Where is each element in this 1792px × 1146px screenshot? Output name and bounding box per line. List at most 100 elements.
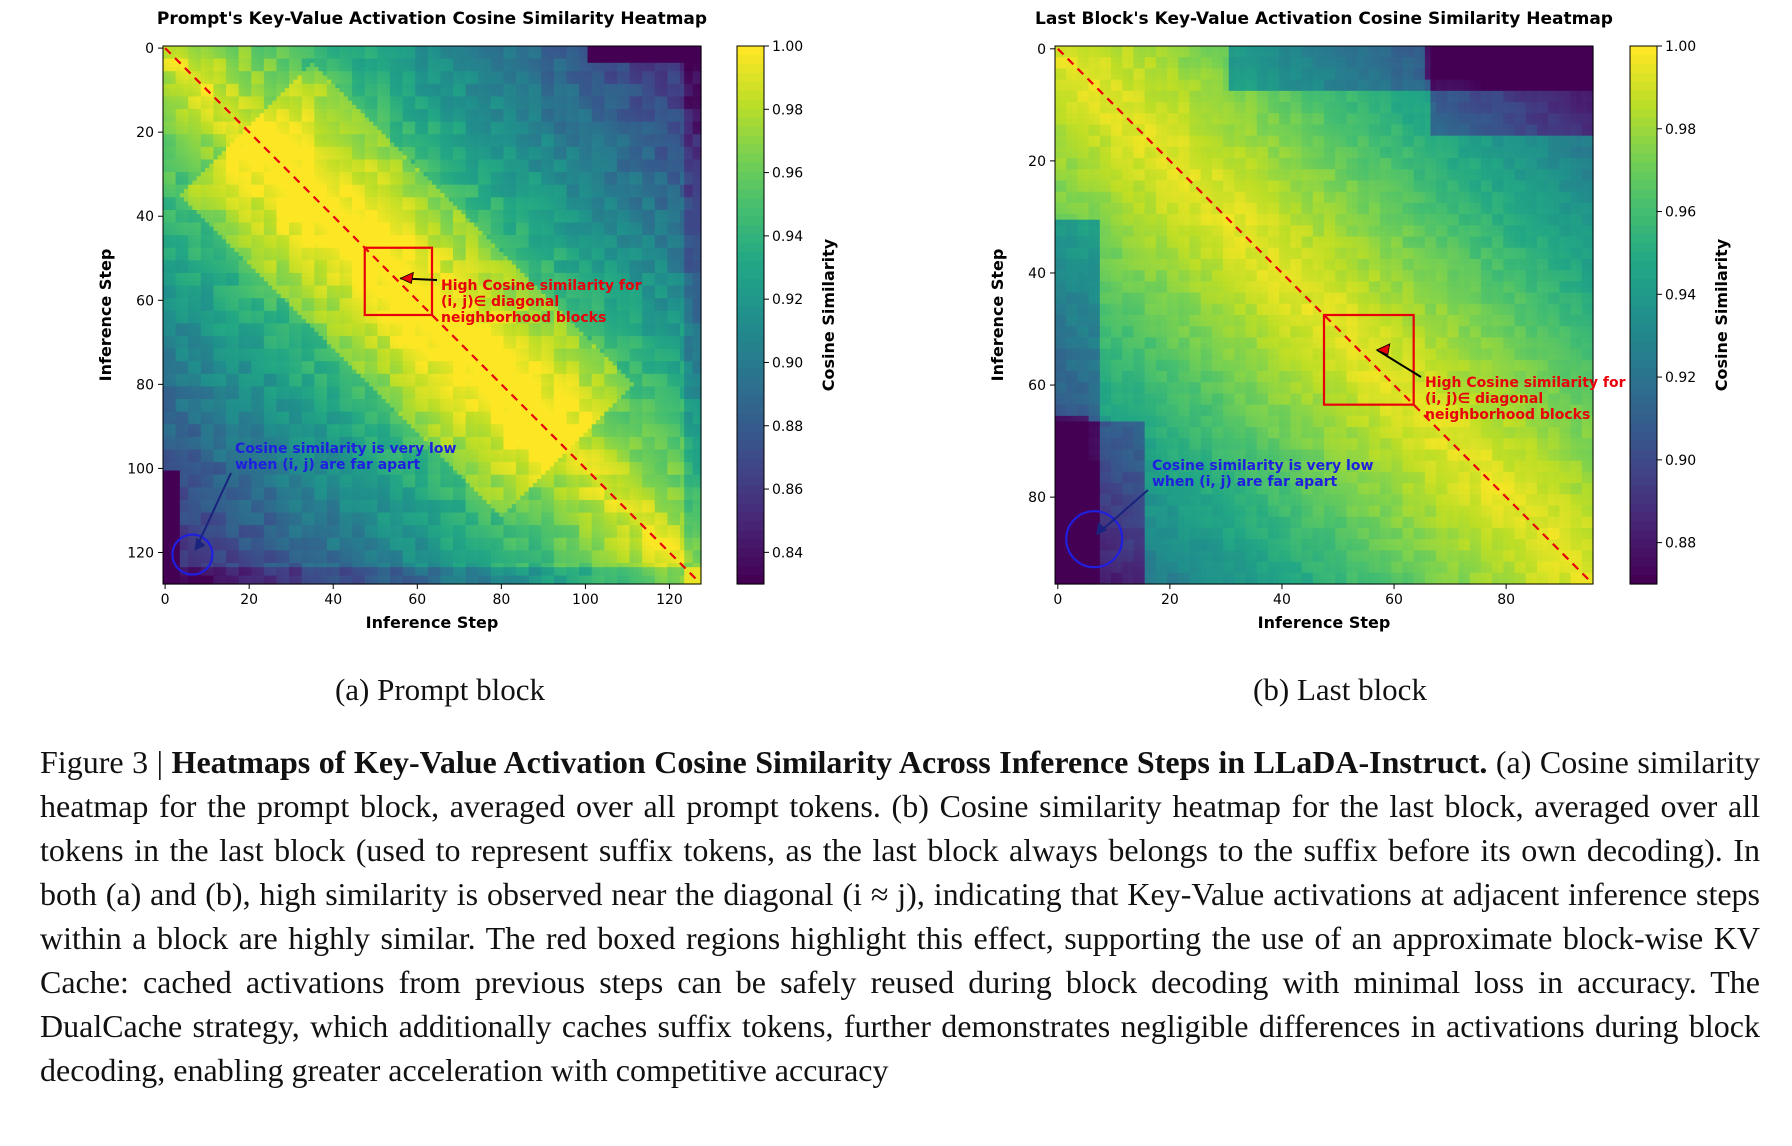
heatmap-cell <box>213 113 219 119</box>
heatmap-cell <box>587 67 593 72</box>
heatmap-cell <box>566 113 572 119</box>
heatmap-cell <box>692 92 698 98</box>
heatmap-cell <box>579 79 584 85</box>
heatmap-cell <box>474 176 479 182</box>
heatmap-cell <box>583 163 589 169</box>
heatmap-cell <box>511 104 517 110</box>
heatmap-cell <box>616 176 622 182</box>
heatmap-cell <box>692 54 698 60</box>
heatmap-cell <box>469 46 475 51</box>
heatmap-cell <box>385 46 391 51</box>
heatmap-cell <box>398 151 404 156</box>
heatmap-cell <box>432 172 437 177</box>
heatmap-cell <box>268 50 273 55</box>
heatmap-cell <box>356 125 362 131</box>
heatmap-cell <box>209 88 215 93</box>
heatmap-cell <box>268 155 273 161</box>
heatmap-cell <box>583 138 589 144</box>
heatmap-cell <box>465 62 471 68</box>
heatmap-cell <box>654 130 660 135</box>
heatmap-cell <box>520 62 526 68</box>
heatmap-cell <box>364 172 370 177</box>
heatmap-cell <box>495 58 500 64</box>
heatmap-cell <box>537 83 542 89</box>
heatmap-cell <box>377 96 383 102</box>
heatmap-cell <box>209 163 215 169</box>
heatmap-cell <box>331 113 336 119</box>
heatmap-cell <box>553 62 559 68</box>
heatmap-cell <box>339 50 345 55</box>
heatmap-cell <box>179 159 185 165</box>
heatmap-cell <box>423 75 429 81</box>
heatmap-cell <box>398 79 404 85</box>
heatmap-cell <box>625 125 631 131</box>
heatmap-cell <box>616 205 622 211</box>
heatmap-cell <box>200 100 206 106</box>
heatmap-cell <box>368 96 374 102</box>
heatmap-cell <box>675 155 681 161</box>
heatmap-cell <box>163 104 168 110</box>
heatmap-cell <box>322 172 328 177</box>
heatmap-cell <box>234 159 240 165</box>
heatmap-cell <box>259 67 265 72</box>
heatmap-cell <box>171 209 177 215</box>
heatmap-cell <box>642 46 647 51</box>
heatmap-cell <box>347 83 353 89</box>
heatmap-cell <box>251 67 257 72</box>
heatmap-cell <box>642 201 647 207</box>
heatmap-cell <box>637 79 643 85</box>
heatmap-cell <box>364 134 370 140</box>
heatmap-cell <box>410 113 416 119</box>
heatmap-cell <box>532 104 538 110</box>
heatmap-cell <box>646 201 652 207</box>
heatmap-cell <box>436 58 441 64</box>
heatmap-cell <box>591 205 597 211</box>
heatmap-cell <box>684 138 689 144</box>
heatmap-cell <box>625 151 631 156</box>
heatmap-cell <box>587 62 593 68</box>
heatmap-cell <box>528 121 534 127</box>
heatmap-cell <box>192 159 198 165</box>
heatmap-cell <box>465 121 471 127</box>
heatmap-cell <box>541 201 547 207</box>
heatmap-cell <box>377 155 383 161</box>
heatmap-cell <box>167 96 172 102</box>
heatmap-cell <box>541 46 547 51</box>
heatmap-cell <box>389 193 395 198</box>
heatmap-cell <box>188 138 194 144</box>
heatmap-cell <box>410 58 416 64</box>
heatmap-cell <box>503 125 509 131</box>
heatmap-cell <box>658 88 664 93</box>
heatmap-cell <box>314 138 320 144</box>
heatmap-cell <box>608 180 614 186</box>
heatmap-cell <box>541 172 547 177</box>
heatmap-cell <box>637 75 643 81</box>
heatmap-cell <box>696 125 702 131</box>
heatmap-cell <box>163 54 168 60</box>
heatmap-cell <box>213 130 219 135</box>
heatmap-cell <box>637 62 643 68</box>
heatmap-cell <box>541 96 547 102</box>
heatmap-cell <box>637 50 643 55</box>
heatmap-cell <box>322 79 328 85</box>
heatmap-cell <box>318 155 324 161</box>
heatmap-cell <box>579 62 584 68</box>
heatmap-cell <box>373 138 378 144</box>
heatmap-cell <box>402 67 408 72</box>
heatmap-cell <box>263 100 269 106</box>
heatmap-cell <box>184 151 189 156</box>
heatmap-cell <box>595 180 601 186</box>
heatmap-cell <box>331 50 336 55</box>
heatmap-cell <box>549 197 555 203</box>
heatmap-cell <box>541 113 547 119</box>
heatmap-cell <box>377 151 383 156</box>
heatmap-cell <box>570 172 576 177</box>
heatmap-cell <box>268 100 273 106</box>
heatmap-cell <box>381 62 387 68</box>
heatmap-cell <box>440 50 446 55</box>
heatmap-cell <box>516 142 521 148</box>
heatmap-cell <box>205 46 210 51</box>
heatmap-cell <box>469 100 475 106</box>
heatmap-cell <box>688 46 694 51</box>
heatmap-cell <box>646 113 652 119</box>
